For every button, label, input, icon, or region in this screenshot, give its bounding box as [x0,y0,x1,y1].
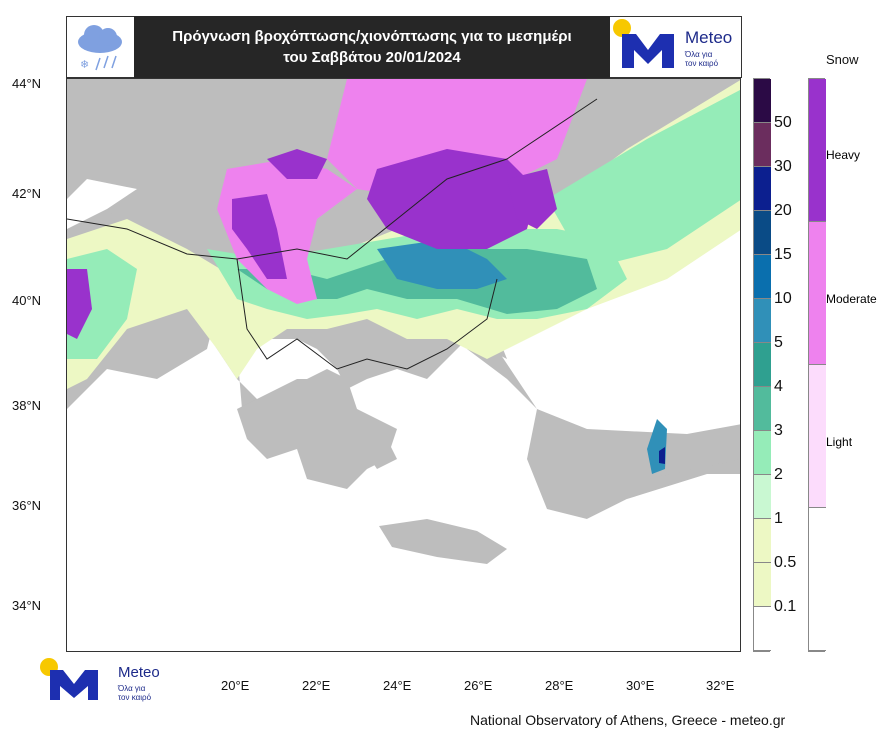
rain-colorbar-segment [754,475,771,519]
rain-colorbar-label: 30 [774,158,792,175]
title-line-2: του Σαββάτου 20/01/2024 [283,49,461,66]
lat-tick: 34°N [12,598,42,613]
rain-colorbar-segment [754,255,771,299]
snow-legend-title: Snow [826,52,859,67]
lon-tick: 26°E [464,678,493,693]
lat-tick: 36°N [12,498,42,513]
lon-tick: 32°E [706,678,735,693]
rain-colorbar-segment [754,563,771,607]
lon-tick: 24°E [383,678,412,693]
lon-tick: 28°E [545,678,574,693]
snow-label-heavy: Heavy [826,148,861,162]
rain-colorbar-label: 0.1 [774,598,797,615]
rain-colorbar-segment [754,343,771,387]
snow-label-moderate: Moderate [826,292,877,306]
rain-colorbar-segment [754,167,771,211]
lat-tick: 38°N [12,398,42,413]
rain-colorbar-label: 3 [774,422,783,439]
rain-colorbar-segment [754,79,771,123]
precipitation-map [66,78,741,652]
rain-colorbar-segment [754,299,771,343]
cloud-rain-snow-icon: ❄ [70,20,130,74]
footer-credit: National Observatory of Athens, Greece -… [470,712,786,728]
lon-tick: 30°E [626,678,655,693]
meteo-logo-bottom: Meteo Όλα για τον καιρό [38,656,178,706]
meteo-logo-top: Meteo Όλα για τον καιρό [612,16,740,78]
rain-colorbar-label: 50 [774,114,792,131]
lat-tick: 44°N [12,76,42,91]
rain-colorbar-label: 4 [774,378,783,395]
rain-colorbar-label: 20 [774,202,792,219]
rain-colorbar-label: 1 [774,510,783,527]
rain-colorbar-label: 15 [774,246,792,263]
rain-colorbar-label: 5 [774,334,783,351]
lat-tick: 42°N [12,186,42,201]
snow-colorbar-segment [809,79,826,222]
lon-tick: 20°E [221,678,250,693]
lon-tick: 22°E [302,678,331,693]
snow-colorbar [808,78,826,652]
rain-colorbar-segment [754,211,771,255]
snow-colorbar-segment [809,365,826,508]
rain-colorbar [753,78,771,652]
lat-tick: 40°N [12,293,42,308]
rain-colorbar-label: 10 [774,290,792,307]
rain-colorbar-segment [754,387,771,431]
rain-colorbar-segment [754,519,771,563]
snow-colorbar-segment [809,222,826,365]
snow-colorbar-segment [809,508,826,651]
rain-colorbar-segment [754,431,771,475]
snow-label-light: Light [826,435,853,449]
svg-text:❄: ❄ [80,59,89,71]
rain-colorbar-segment [754,607,771,651]
title-line-1: Πρόγνωση βροχόπτωσης/χιονόπτωσης για το … [172,28,572,45]
rain-colorbar-segment [754,123,771,167]
rain-colorbar-label: 2 [774,466,783,483]
rain-colorbar-label: 0.5 [774,554,797,571]
page-title: Πρόγνωση βροχόπτωσης/χιονόπτωσης για το … [134,16,610,78]
